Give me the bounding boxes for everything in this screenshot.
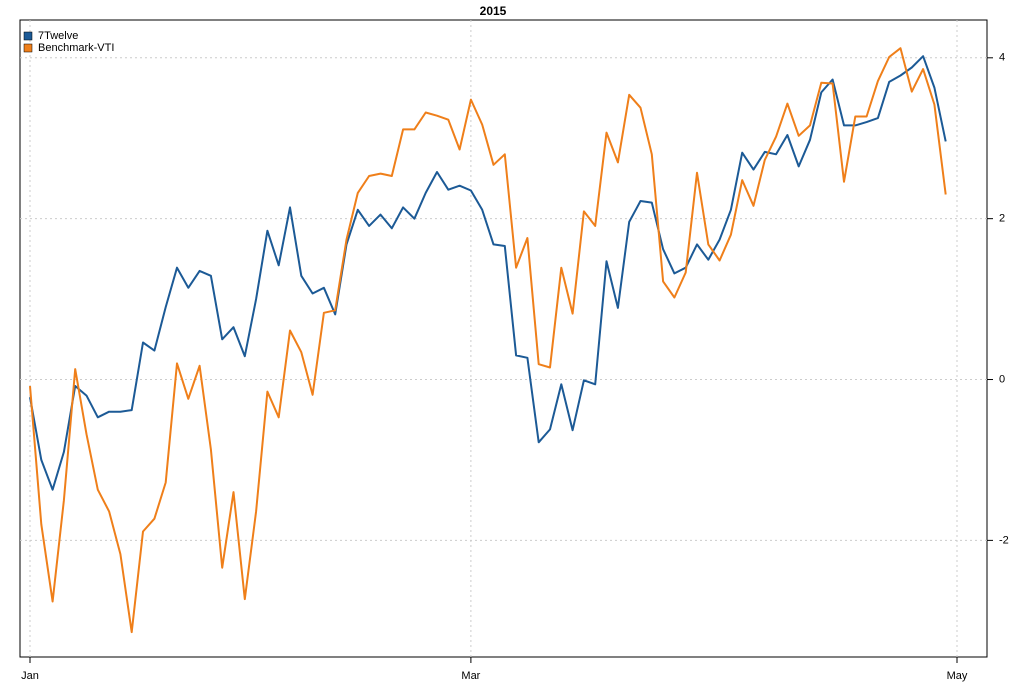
legend-swatch (23, 43, 33, 53)
legend-swatch (23, 31, 33, 41)
x-tick-label: Mar (461, 670, 480, 682)
y-tick-label: 2 (999, 213, 1005, 225)
plot-frame (19, 19, 988, 658)
series-line (29, 47, 947, 634)
y-tick-label: 4 (999, 52, 1005, 64)
chart-title: 2015 (480, 4, 507, 18)
legend-label: Benchmark-VTI (38, 42, 114, 54)
y-tick-label: 0 (999, 373, 1005, 385)
legend-label: 7Twelve (38, 30, 78, 42)
series-line (29, 55, 947, 491)
x-tick-label: May (947, 670, 968, 682)
x-tick-label: Jan (21, 670, 39, 682)
y-tick-label: -2 (999, 534, 1009, 546)
